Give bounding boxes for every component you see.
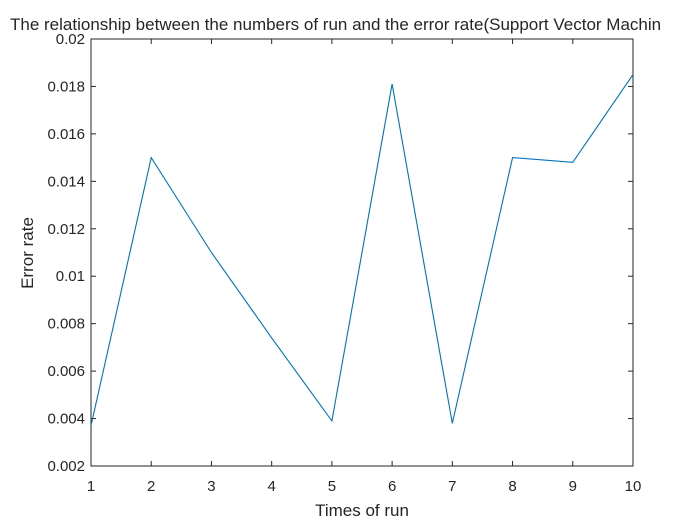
series-line [90,74,634,426]
x-tick-label: 9 [569,478,577,495]
y-tick-label: 0.008 [47,316,85,333]
y-tick-label: 0.02 [56,31,85,48]
x-tick-label: 5 [328,478,336,495]
x-tick-label: 7 [448,478,456,495]
y-tick-label: 0.004 [47,411,85,428]
y-tick-label: 0.014 [47,173,85,190]
chart-title: The relationship between the numbers of … [10,15,661,34]
x-axis-label: Times of run [315,501,409,520]
x-tick-label: 8 [508,478,516,495]
y-tick-label: 0.016 [47,126,85,143]
y-tick-label: 0.018 [47,78,85,95]
x-tick-label: 3 [207,478,215,495]
y-tick-label: 0.002 [47,458,85,475]
x-axis: 1 2 3 4 5 6 7 8 9 10 [87,39,642,495]
y-tick-label: 0.012 [47,221,85,238]
series-group [90,74,634,426]
x-tick-label: 2 [147,478,155,495]
y-tick-label: 0.006 [47,363,85,380]
y-axis-label: Error rate [18,217,37,289]
x-tick-label: 4 [267,478,275,495]
x-tick-label: 6 [388,478,396,495]
x-tick-label: 1 [87,478,95,495]
x-tick-label: 10 [625,478,642,495]
y-tick-label: 0.01 [56,268,85,285]
y-axis: 0.002 0.004 0.006 0.008 0.01 0.012 0.014 0.016 0… [47,31,633,475]
